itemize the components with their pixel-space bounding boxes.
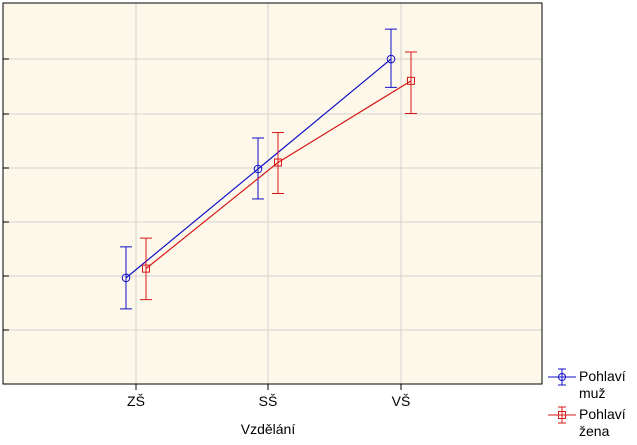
- legend-label-line: Pohlaví: [579, 368, 626, 384]
- data-point: [386, 54, 396, 64]
- data-series: [120, 28, 417, 310]
- x-tick-labels: ZŠ SŠ VŠ: [127, 393, 410, 409]
- series-1: [120, 28, 397, 310]
- x-tick-label: ZŠ: [127, 393, 145, 409]
- data-point: [253, 164, 263, 174]
- legend-label: Pohlaví žena: [579, 406, 626, 439]
- legend-marker: [558, 411, 566, 419]
- legend-item-1: Pohlaví muž: [548, 368, 626, 401]
- legend-item-2: Pohlaví žena: [548, 406, 626, 439]
- data-point: [407, 76, 415, 85]
- legend-label-line: muž: [579, 385, 605, 401]
- legend-label-line: Pohlaví: [579, 406, 626, 422]
- legend-label: Pohlaví muž: [579, 368, 626, 401]
- x-tick-label: VŠ: [392, 393, 411, 409]
- data-point: [121, 273, 131, 283]
- data-point: [274, 158, 282, 167]
- series-2: [140, 51, 417, 301]
- axes: [2, 2, 543, 390]
- data-point: [142, 264, 150, 273]
- legend-label-line: žena: [579, 423, 610, 439]
- x-axis-label: Vzdělání: [241, 421, 296, 437]
- plot-frame: [2, 2, 543, 385]
- legend-marker: [558, 373, 566, 381]
- x-tick-label: SŠ: [259, 393, 278, 409]
- grid-lines: [3, 3, 542, 384]
